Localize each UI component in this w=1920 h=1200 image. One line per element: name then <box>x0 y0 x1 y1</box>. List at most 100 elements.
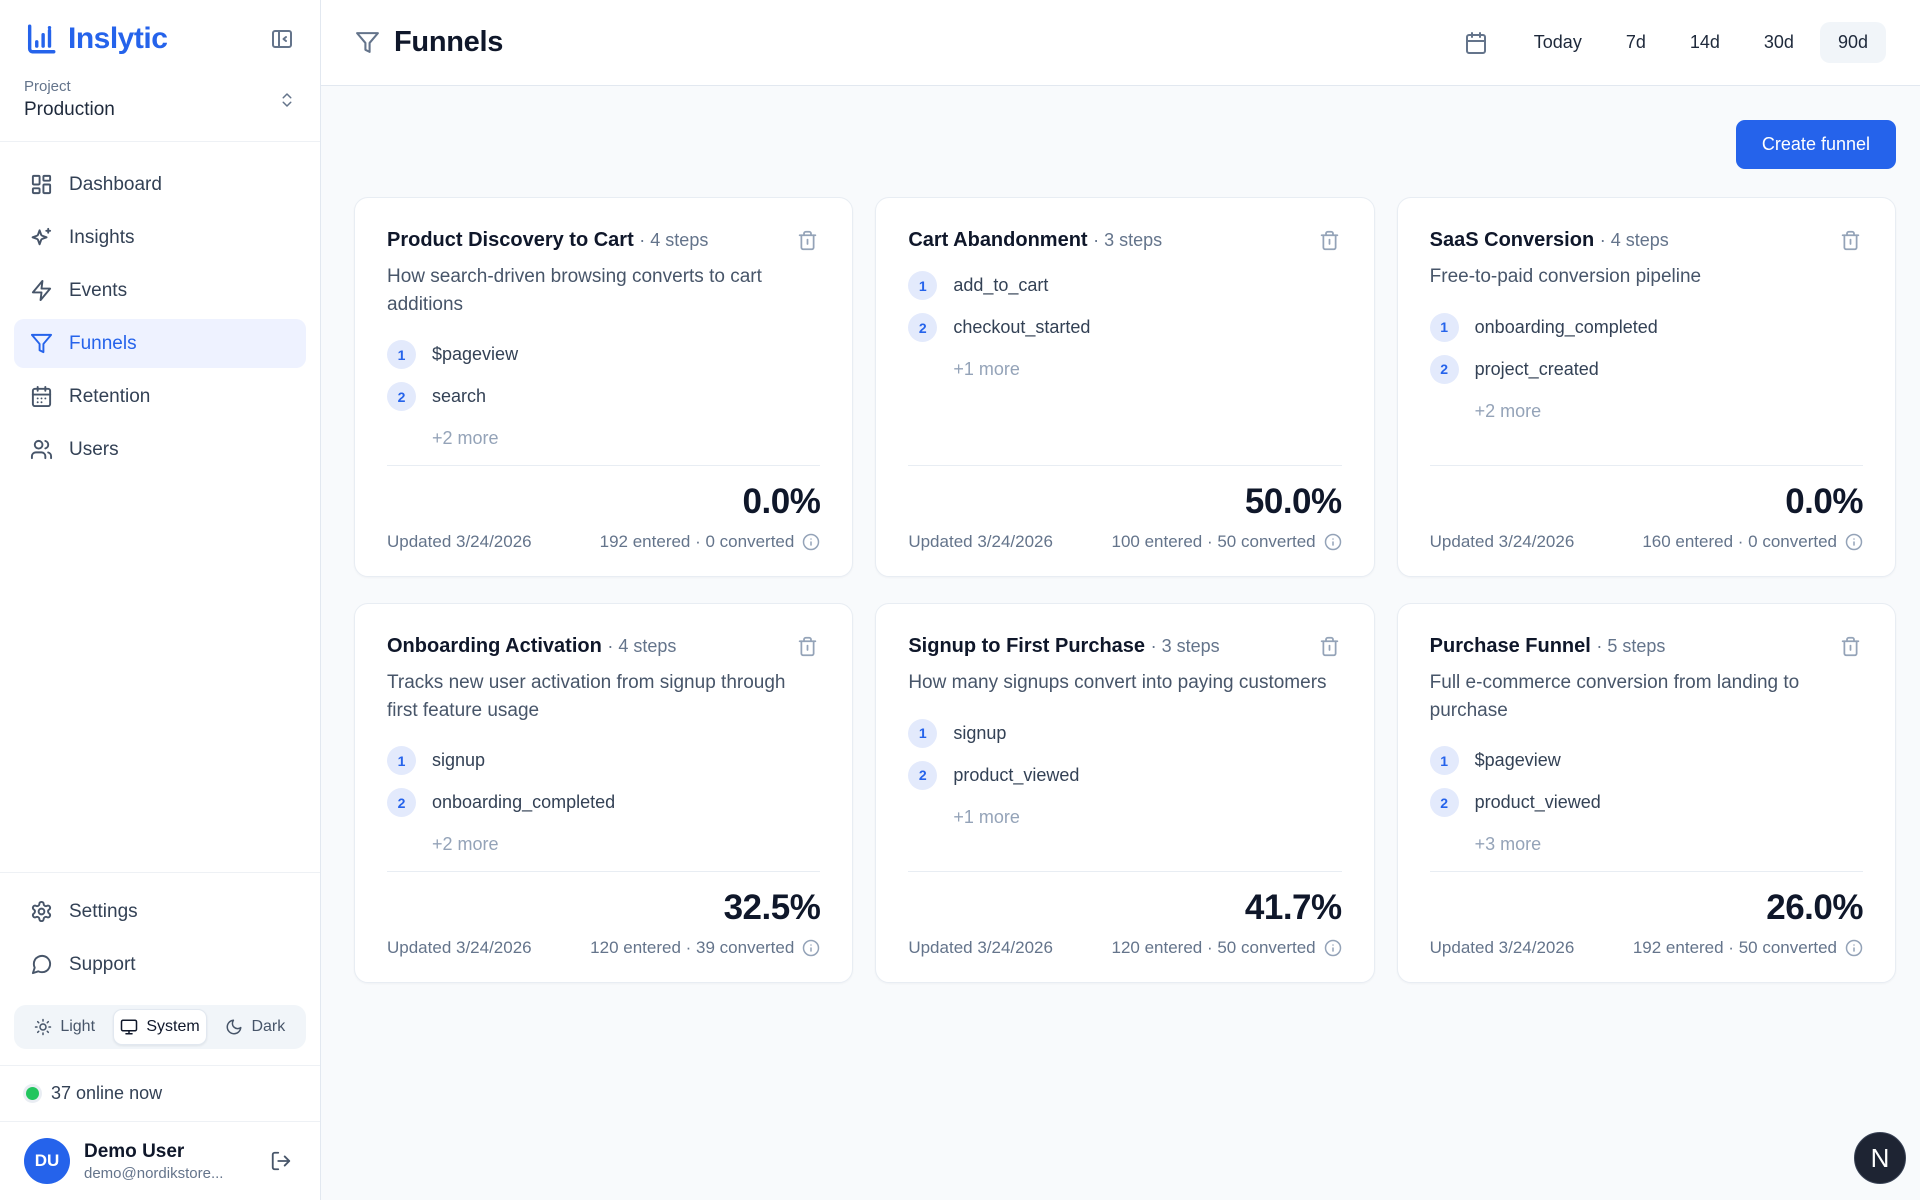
funnel-step: 2 onboarding_completed <box>387 788 820 818</box>
user-profile: DU Demo User demo@nordikstore... <box>0 1121 320 1200</box>
steps-more-label: +2 more <box>432 834 499 855</box>
create-funnel-button[interactable]: Create funnel <box>1735 120 1896 169</box>
logout-button[interactable] <box>266 1146 296 1176</box>
sidebar-footer-nav: Settings Support <box>0 872 320 995</box>
info-icon[interactable] <box>802 939 820 957</box>
trash-icon <box>1319 636 1340 657</box>
funnel-step: 2 product_viewed <box>908 760 1341 790</box>
avatar: DU <box>24 1138 70 1184</box>
delete-funnel-button[interactable] <box>1838 634 1863 659</box>
sidebar-item-label: Retention <box>69 385 151 407</box>
funnel-steps-count: · 3 steps <box>1093 230 1163 250</box>
calendar-icon <box>30 385 53 408</box>
funnel-description: Tracks new user activation from signup t… <box>387 672 786 721</box>
calendar-picker-button[interactable] <box>1458 25 1494 61</box>
steps-more-label: +1 more <box>953 359 1020 379</box>
step-name: $pageview <box>1474 750 1561 771</box>
sidebar-item-funnels[interactable]: Funnels <box>14 319 306 368</box>
step-name: onboarding_completed <box>432 792 616 813</box>
funnel-name: SaaS Conversion <box>1429 229 1595 251</box>
trash-icon <box>797 636 818 657</box>
delete-funnel-button[interactable] <box>1838 228 1863 253</box>
page-header: Funnels Today 7d 14d 30d 90d <box>321 0 1920 86</box>
funnel-card[interactable]: Cart Abandonment · 3 steps 1 add_to_cart… <box>875 197 1375 578</box>
sidebar-item-users[interactable]: Users <box>14 425 306 474</box>
sidebar-item-events[interactable]: Events <box>14 266 306 315</box>
step-name: signup <box>432 750 486 771</box>
conversion-rate: 32.5% <box>723 888 821 928</box>
updated-label: Updated 3/24/2026 <box>387 532 532 552</box>
project-selector[interactable]: Project Production <box>0 70 320 142</box>
info-icon[interactable] <box>802 533 820 551</box>
funnel-card[interactable]: SaaS Conversion · 4 steps Free-to-paid c… <box>1396 197 1896 578</box>
sidebar-item-label: Dashboard <box>69 173 162 195</box>
funnel-steps-count: · 5 steps <box>1596 636 1666 657</box>
funnel-step: 1 onboarding_completed <box>1429 312 1863 342</box>
entered-converted-stats: 160 entered · 0 converted <box>1642 532 1837 552</box>
range-7d-button[interactable]: 7d <box>1608 22 1664 63</box>
online-dot-icon <box>26 1087 39 1100</box>
funnel-name: Onboarding Activation <box>387 635 602 658</box>
step-name: onboarding_completed <box>1474 316 1658 337</box>
gear-icon <box>30 900 53 923</box>
trash-icon <box>1840 636 1861 657</box>
theme-light-button[interactable]: Light <box>18 1009 111 1045</box>
users-icon <box>30 438 53 461</box>
range-30d-button[interactable]: 30d <box>1746 22 1812 63</box>
delete-funnel-button[interactable] <box>795 634 820 659</box>
funnel-description: How many signups convert into paying cus… <box>908 672 1327 694</box>
sidebar-item-insights[interactable]: Insights <box>14 213 306 262</box>
funnel-card[interactable]: Purchase Funnel · 5 steps Full e-commerc… <box>1396 603 1896 984</box>
funnel-step: 1 $pageview <box>1429 746 1863 776</box>
sidebar-item-label: Funnels <box>69 332 137 354</box>
theme-dark-button[interactable]: Dark <box>209 1009 302 1045</box>
card-divider <box>387 871 821 873</box>
step-number-badge: 1 <box>908 271 938 300</box>
step-number-badge: 2 <box>1429 788 1459 818</box>
theme-switcher: Light System Dark <box>14 1005 306 1049</box>
sidebar-item-settings[interactable]: Settings <box>14 887 306 936</box>
chevrons-up-down-icon <box>278 91 296 109</box>
online-status: 37 online now <box>0 1065 320 1121</box>
step-name: product_viewed <box>1474 792 1601 813</box>
delete-funnel-button[interactable] <box>1317 228 1342 253</box>
theme-dark-label: Dark <box>251 1018 286 1035</box>
info-icon[interactable] <box>1324 939 1342 957</box>
funnel-card[interactable]: Signup to First Purchase · 3 steps How m… <box>875 603 1375 984</box>
sidebar-spacer <box>0 492 320 872</box>
step-name: $pageview <box>432 344 519 365</box>
range-today-button[interactable]: Today <box>1516 22 1600 63</box>
updated-label: Updated 3/24/2026 <box>908 938 1053 958</box>
theme-system-button[interactable]: System <box>113 1009 207 1045</box>
card-divider <box>1429 465 1863 467</box>
range-14d-button[interactable]: 14d <box>1672 22 1738 63</box>
step-number-badge: 1 <box>387 340 416 370</box>
funnel-name: Signup to First Purchase <box>908 635 1146 658</box>
sidebar-item-dashboard[interactable]: Dashboard <box>14 160 306 209</box>
sidebar-collapse-button[interactable] <box>268 25 296 53</box>
delete-funnel-button[interactable] <box>795 228 820 253</box>
step-number-badge: 1 <box>1429 312 1459 342</box>
info-icon[interactable] <box>1324 533 1342 551</box>
funnel-description: Free-to-paid conversion pipeline <box>1429 266 1702 287</box>
sidebar-item-label: Insights <box>69 226 135 248</box>
funnel-card[interactable]: Product Discovery to Cart · 4 steps How … <box>354 197 854 578</box>
steps-more-label: +1 more <box>953 806 1020 827</box>
sidebar-item-retention[interactable]: Retention <box>14 372 306 421</box>
delete-funnel-button[interactable] <box>1317 634 1342 659</box>
logo: Inslytic <box>0 0 320 70</box>
info-icon[interactable] <box>1845 939 1863 957</box>
zap-icon <box>30 279 53 302</box>
funnel-header-icon <box>355 30 380 55</box>
steps-more-label: +2 more <box>1474 400 1542 421</box>
content: Create funnel Product Discovery to Cart … <box>321 86 1920 1200</box>
sidebar-item-support[interactable]: Support <box>14 940 306 989</box>
step-number-badge: 2 <box>908 313 938 342</box>
entered-converted-stats: 120 entered · 39 converted <box>590 938 795 958</box>
range-90d-button[interactable]: 90d <box>1819 22 1886 63</box>
step-name: search <box>432 386 487 407</box>
info-icon[interactable] <box>1845 533 1863 551</box>
funnel-card[interactable]: Onboarding Activation · 4 steps Tracks n… <box>354 603 854 984</box>
trash-icon <box>797 230 818 251</box>
nextjs-dev-tools-button[interactable]: N <box>1854 1132 1906 1184</box>
